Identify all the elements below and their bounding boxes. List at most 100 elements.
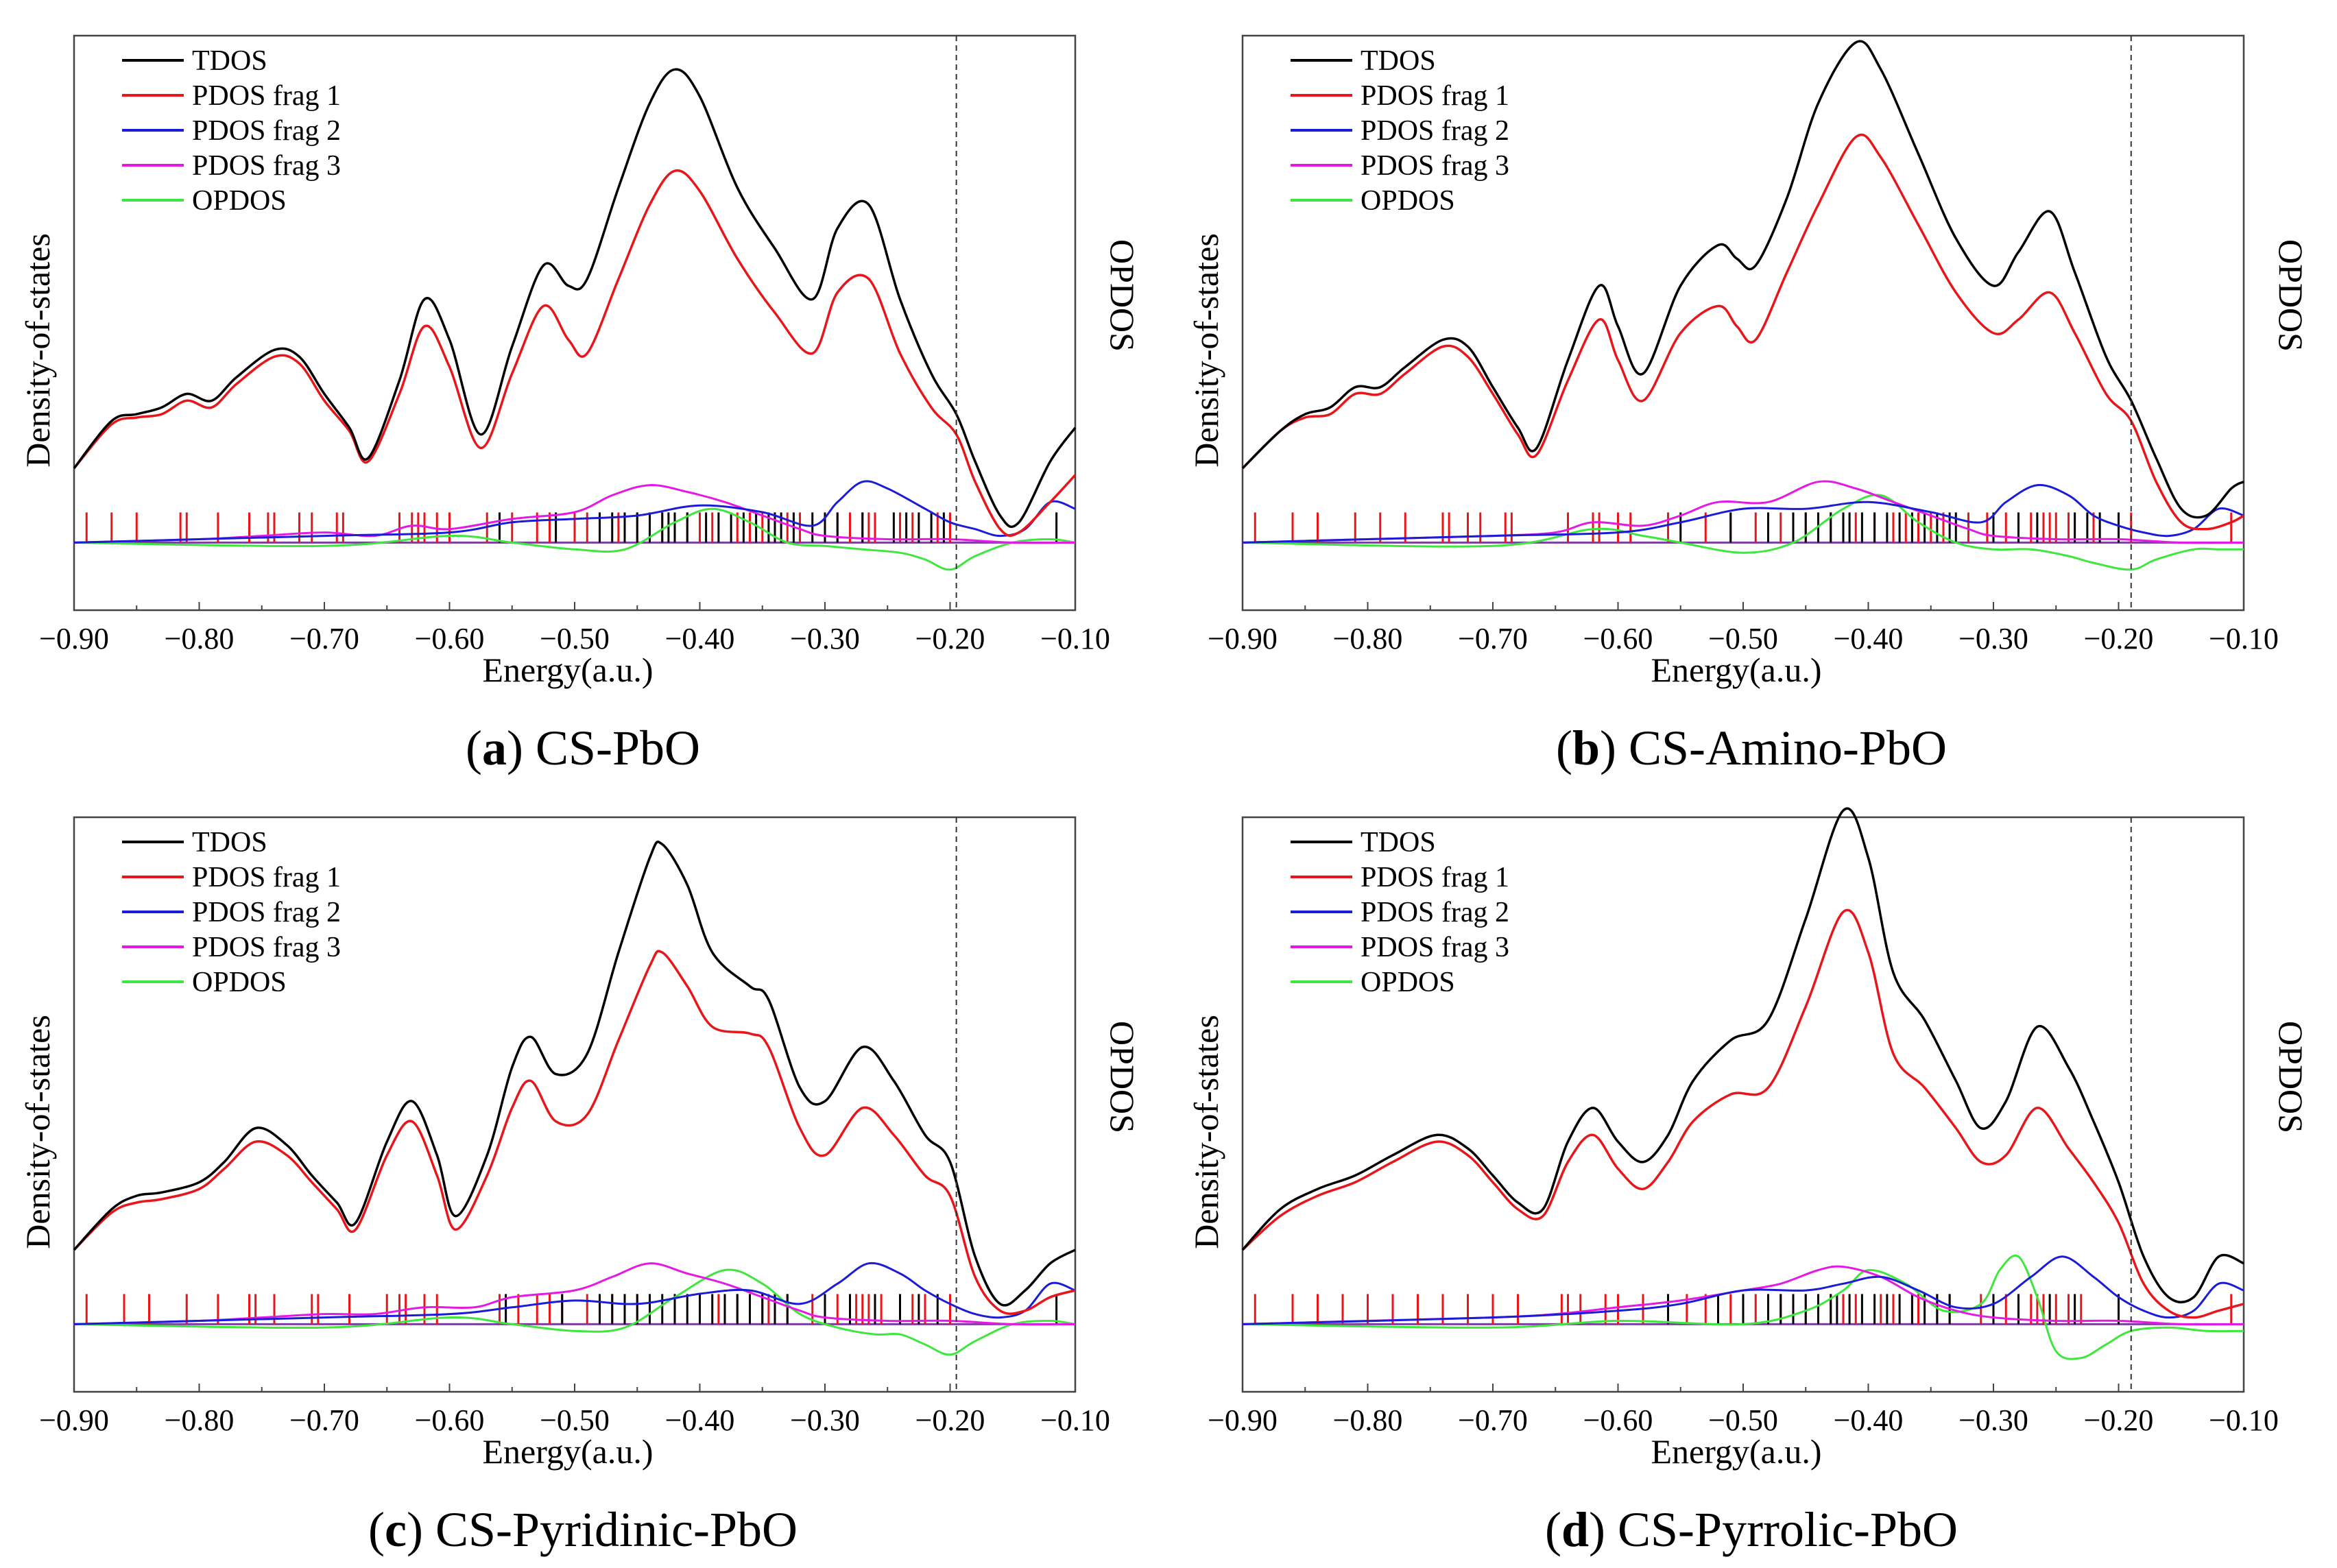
- legend-label: OPDOS: [1361, 967, 1455, 998]
- series-line-pdos-frag-1: [73, 169, 1077, 537]
- caption-letter: b: [1572, 721, 1600, 775]
- legend-label: PDOS frag 2: [192, 115, 341, 147]
- x-tick-label: −0.90: [1208, 622, 1278, 655]
- x-tick-label: −0.40: [665, 622, 735, 655]
- x-tick-label: −0.20: [2084, 622, 2154, 655]
- x-tick-label: −0.90: [1208, 1403, 1278, 1437]
- y2-axis-label: OPDOS: [2272, 1021, 2310, 1133]
- legend-label: PDOS frag 1: [192, 80, 341, 112]
- x-axis-label: Energy(a.u.): [483, 1432, 654, 1471]
- caption-a: (a) CS-PbO: [465, 721, 701, 775]
- x-tick-label: −0.10: [1040, 622, 1110, 655]
- y-axis-label: Density-of-states: [1187, 1015, 1225, 1249]
- legend-label: OPDOS: [1361, 185, 1455, 217]
- x-tick-label: −0.80: [1333, 1403, 1403, 1437]
- legend-label: PDOS frag 3: [1361, 150, 1509, 182]
- caption-c: (c) CS-Pyridinic-PbO: [368, 1502, 798, 1557]
- legend-label: TDOS: [1361, 45, 1436, 77]
- x-tick-label: −0.80: [165, 622, 235, 655]
- y-axis-label: Density-of-states: [1187, 233, 1225, 468]
- series-line-opdos: [73, 1268, 1076, 1356]
- series-line-tdos: [73, 841, 1076, 1307]
- x-tick-label: −0.20: [915, 1403, 985, 1437]
- series-line-tdos: [73, 68, 1077, 529]
- x-tick-label: −0.30: [790, 622, 860, 655]
- series-line-pdos-frag-1: [73, 950, 1076, 1315]
- legend-label: PDOS frag 1: [192, 862, 341, 893]
- legend-label: PDOS frag 2: [192, 897, 341, 928]
- series-line-tdos: [1241, 40, 2244, 519]
- series-line-pdos-frag-2: [73, 480, 1076, 544]
- legend-label: TDOS: [1361, 827, 1436, 858]
- chart-panel-a: −0.90 −0.80 −0.70 −0.60 −0.50 −0.40 −0.30 −0.20…: [19, 34, 1142, 689]
- series-line-opdos: [1242, 1254, 2244, 1360]
- x-tick-label: −0.40: [1834, 1403, 1904, 1437]
- x-tick-label: −0.70: [289, 1403, 359, 1437]
- x-tick-label: −0.60: [1583, 622, 1653, 655]
- chart-panel-d: −0.90 −0.80 −0.70 −0.60 −0.50 −0.40 −0.30 −0.20…: [1187, 807, 2310, 1471]
- y2-axis-label: OPDOS: [1103, 239, 1142, 352]
- x-tick-label: −0.50: [1708, 622, 1778, 655]
- series-line-tdos: [1241, 807, 2244, 1304]
- legend-label: PDOS frag 3: [1361, 932, 1509, 963]
- series-line-pdos-frag-2: [73, 1262, 1076, 1325]
- x-tick-label: −0.60: [1583, 1403, 1653, 1437]
- x-tick-label: −0.60: [415, 622, 485, 655]
- x-tick-label: −0.80: [1333, 622, 1403, 655]
- caption-text: CS-Pyridinic-PbO: [435, 1502, 798, 1557]
- caption-b: (b) CS-Amino-PbO: [1555, 721, 1947, 775]
- y2-axis-label: OPDOS: [2272, 239, 2310, 352]
- x-tick-label: −0.10: [2209, 622, 2279, 655]
- x-tick-label: −0.70: [1458, 622, 1528, 655]
- series-line-pdos-frag-3: [73, 1262, 1076, 1326]
- legend-label: PDOS frag 1: [1361, 862, 1509, 893]
- legend-label: PDOS frag 2: [1361, 897, 1509, 928]
- legend-label: TDOS: [192, 827, 267, 858]
- x-tick-label: −0.20: [2084, 1403, 2154, 1437]
- series-line-pdos-frag-1: [1241, 133, 2244, 531]
- x-tick-label: −0.20: [915, 622, 985, 655]
- x-tick-label: −0.40: [1834, 622, 1904, 655]
- series-line-pdos-frag-2: [1242, 1255, 2244, 1325]
- x-tick-label: −0.10: [2209, 1403, 2279, 1437]
- x-axis-label: Energy(a.u.): [1651, 1432, 1822, 1471]
- legend-label: OPDOS: [192, 185, 287, 217]
- legend-label: TDOS: [192, 45, 267, 77]
- legend-label: OPDOS: [192, 967, 287, 998]
- x-tick-label: −0.70: [1458, 1403, 1528, 1437]
- chart-panel-c: −0.90 −0.80 −0.70 −0.60 −0.50 −0.40 −0.30 −0.20…: [19, 816, 1142, 1471]
- caption-text: CS-Pyrrolic-PbO: [1617, 1502, 1958, 1557]
- series-line-pdos-frag-2: [1242, 483, 2244, 544]
- x-tick-label: −0.90: [39, 622, 109, 655]
- chart-panel-b: −0.90 −0.80 −0.70 −0.60 −0.50 −0.40 −0.30 −0.20…: [1187, 34, 2310, 689]
- x-tick-label: −0.60: [415, 1403, 485, 1437]
- series-line-pdos-frag-3: [73, 484, 1076, 544]
- series-line-pdos-frag-1: [1241, 908, 2244, 1319]
- x-axis-label: Energy(a.u.): [483, 651, 654, 689]
- x-tick-label: −0.50: [540, 622, 610, 655]
- legend-label: PDOS frag 2: [1361, 115, 1509, 147]
- plot-frame: [1241, 34, 2245, 612]
- x-tick-label: −0.10: [1040, 1403, 1110, 1437]
- x-tick-label: −0.90: [39, 1403, 109, 1437]
- x-tick-label: −0.80: [165, 1403, 235, 1437]
- y2-axis-label: OPDOS: [1103, 1021, 1142, 1133]
- series-line-opdos: [73, 507, 1076, 571]
- x-tick-label: −0.50: [1708, 1403, 1778, 1437]
- x-tick-label: −0.50: [540, 1403, 610, 1437]
- caption-letter: d: [1561, 1502, 1589, 1557]
- x-tick-label: −0.40: [665, 1403, 735, 1437]
- x-tick-label: −0.30: [1958, 622, 2028, 655]
- x-tick-label: −0.30: [1958, 1403, 2028, 1437]
- legend-label: PDOS frag 3: [192, 150, 341, 182]
- x-tick-label: −0.70: [289, 622, 359, 655]
- legend-label: PDOS frag 1: [1361, 80, 1509, 112]
- caption-text: CS-PbO: [535, 721, 701, 775]
- x-tick-label: −0.30: [790, 1403, 860, 1437]
- legend-label: PDOS frag 3: [192, 932, 341, 963]
- x-axis-label: Energy(a.u.): [1651, 651, 1822, 689]
- caption-letter: a: [481, 721, 507, 775]
- caption-letter: c: [384, 1502, 407, 1557]
- caption-d: (d) CS-Pyrrolic-PbO: [1544, 1502, 1958, 1557]
